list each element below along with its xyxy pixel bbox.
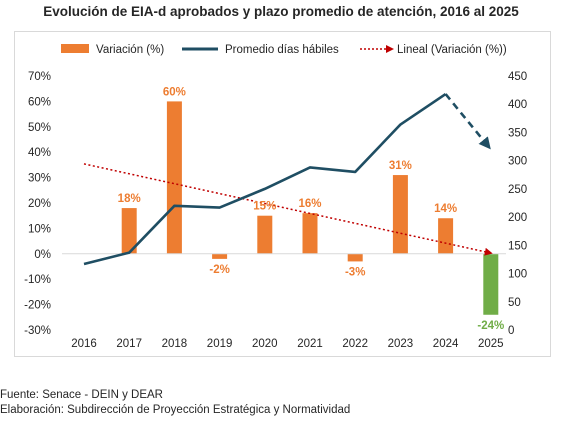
trend-series: [83, 163, 493, 256]
bar-2020: [257, 215, 273, 254]
x-tick-label: 2021: [297, 338, 323, 350]
line-series: [83, 92, 491, 266]
x-tick-label: 2025: [478, 338, 504, 350]
bar-data-label: 31%: [389, 160, 412, 172]
x-tick-label: 2023: [388, 338, 414, 350]
y-left-tick-label: 70%: [28, 71, 51, 83]
y-right-tick-label: 350: [508, 127, 527, 139]
chart-legend: Variación (%) Promedio días hábiles Line…: [61, 44, 507, 56]
legend-bar-swatch: [61, 44, 89, 53]
bar-2023: [392, 175, 408, 254]
chart-frame: [14, 31, 551, 357]
y-left-tick-label: 30%: [28, 173, 51, 185]
y-right-tick-label: 0: [508, 325, 514, 337]
y-left-tick-label: -20%: [24, 300, 51, 312]
legend-trend-label: Lineal (Variación (%)): [397, 44, 507, 56]
x-tick-label: 2018: [162, 338, 188, 350]
x-axis: 2016 2017 2018 2019 2020 2021 2022 2023 2024 2025: [71, 338, 503, 350]
footer-source: Fuente: Senace - DEIN y DEAR: [0, 389, 163, 401]
x-tick-label: 2016: [71, 338, 97, 350]
line-projection: [444, 93, 491, 150]
legend-line-label: Promedio días hábiles: [225, 44, 339, 56]
y-right-tick-label: 300: [508, 156, 527, 168]
y-left-tick-label: 60%: [28, 96, 51, 108]
x-tick-label: 2019: [207, 338, 233, 350]
bar-data-label: 60%: [163, 86, 186, 98]
bar-2019: [212, 253, 228, 259]
y-left-tick-label: 0%: [34, 249, 51, 261]
chart-title: Evolución de EIA-d aprobados y plazo pro…: [43, 4, 519, 19]
x-tick-label: 2020: [252, 338, 278, 350]
y-axis-right: 450 400 350 300 250 200 150 100 50 0: [508, 71, 527, 337]
bar-data-label: 16%: [298, 198, 321, 210]
bar-2021: [302, 213, 318, 254]
y-right-tick-label: 100: [508, 269, 527, 281]
y-right-tick-label: 250: [508, 184, 527, 196]
x-tick-label: 2017: [116, 338, 142, 350]
y-left-tick-label: 40%: [28, 147, 51, 159]
bar-data-label: -24%: [477, 320, 504, 332]
bar-data-labels: 18% 60% -2% 15% 16% -3% 31% 14% -24%: [118, 86, 505, 331]
bar-2024: [438, 218, 454, 254]
y-right-tick-label: 400: [508, 99, 527, 111]
bar-2018: [166, 101, 182, 254]
x-tick-label: 2024: [433, 338, 459, 350]
y-left-tick-label: 10%: [28, 223, 51, 235]
bar-data-label: 14%: [434, 203, 457, 215]
y-left-tick-label: -10%: [24, 274, 51, 286]
bar-data-label: -3%: [345, 266, 365, 278]
bar-2025: [483, 253, 499, 315]
y-right-tick-label: 450: [508, 71, 527, 83]
bar-data-label: 15%: [253, 201, 276, 213]
bar-data-label: 18%: [118, 193, 141, 205]
y-left-tick-label: -30%: [24, 325, 51, 337]
y-left-tick-label: 50%: [28, 122, 51, 134]
y-right-tick-label: 200: [508, 212, 527, 224]
y-right-tick-label: 150: [508, 240, 527, 252]
y-right-tick-label: 50: [508, 297, 521, 309]
y-axis-left: 70% 60% 50% 40% 30% 20% 10% 0% -10% -20% -30%: [24, 71, 51, 337]
legend-bar-label: Variación (%): [96, 44, 164, 56]
bar-series: [121, 101, 499, 315]
trend-line: [83, 163, 493, 256]
y-left-tick-label: 20%: [28, 198, 51, 210]
bar-data-label: -2%: [209, 264, 229, 276]
footer-elaboration: Elaboración: Subdirección de Proyección …: [0, 404, 351, 416]
x-tick-label: 2022: [342, 338, 368, 350]
bar-2017: [121, 208, 137, 254]
bar-2022: [347, 253, 363, 262]
